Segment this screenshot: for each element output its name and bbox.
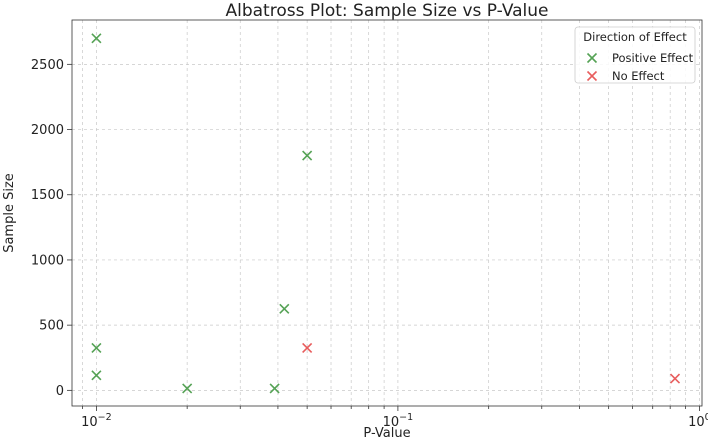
marker-stroke	[302, 150, 313, 161]
y-tick-label: 1500	[31, 188, 64, 203]
y-tick-label: 2500	[31, 58, 64, 73]
legend: Direction of Effect Positive Effect No Ef…	[574, 26, 696, 84]
marker-stroke	[669, 373, 681, 384]
positive-effect-point	[269, 383, 280, 394]
marker-stroke	[279, 303, 290, 314]
marker-stroke	[91, 342, 102, 354]
positive-effect-point	[91, 342, 102, 354]
legend-title: Direction of Effect	[583, 30, 687, 44]
x-tick-label: 10−2	[81, 412, 112, 430]
legend-item-no-effect: No Effect	[586, 69, 665, 83]
positive-effect-point	[91, 33, 102, 44]
x-axis-title: P-Value	[363, 426, 410, 441]
marker-stroke	[91, 370, 102, 381]
y-tick-label: 500	[39, 319, 64, 334]
y-axis-title: Sample Size	[2, 173, 17, 253]
plot-frame	[71, 19, 703, 407]
legend-items: Positive Effect No Effect	[586, 51, 694, 83]
chart-title: Albatross Plot: Sample Size vs P-Value	[226, 1, 549, 21]
marker-stroke	[91, 33, 102, 44]
x-tick-label: 10−1	[383, 412, 414, 430]
axis-ticks: 0 500 1000 1500 2000 2500 10−2 10−1 100	[31, 58, 708, 430]
marker-stroke	[182, 383, 193, 394]
legend-marker	[586, 70, 598, 82]
positive-effect-point	[91, 370, 102, 381]
x-tick-label: 100	[688, 412, 708, 430]
y-tick-label: 2000	[31, 123, 64, 138]
y-tick-label: 1000	[31, 253, 64, 268]
legend-marker	[586, 52, 598, 64]
positive-effect-point	[182, 383, 193, 394]
positive-effect-point	[302, 150, 313, 161]
legend-item-positive-effect: Positive Effect	[586, 51, 694, 65]
marker-stroke	[302, 342, 313, 354]
data-markers	[91, 33, 681, 394]
legend-label: No Effect	[612, 69, 665, 83]
legend-box	[574, 26, 696, 84]
legend-label: Positive Effect	[612, 51, 694, 65]
y-tick-label: 0	[56, 384, 64, 399]
positive-effect-point	[279, 303, 290, 314]
marker-stroke	[269, 383, 280, 394]
no-effect-point	[302, 342, 313, 354]
no-effect-point	[669, 373, 681, 384]
